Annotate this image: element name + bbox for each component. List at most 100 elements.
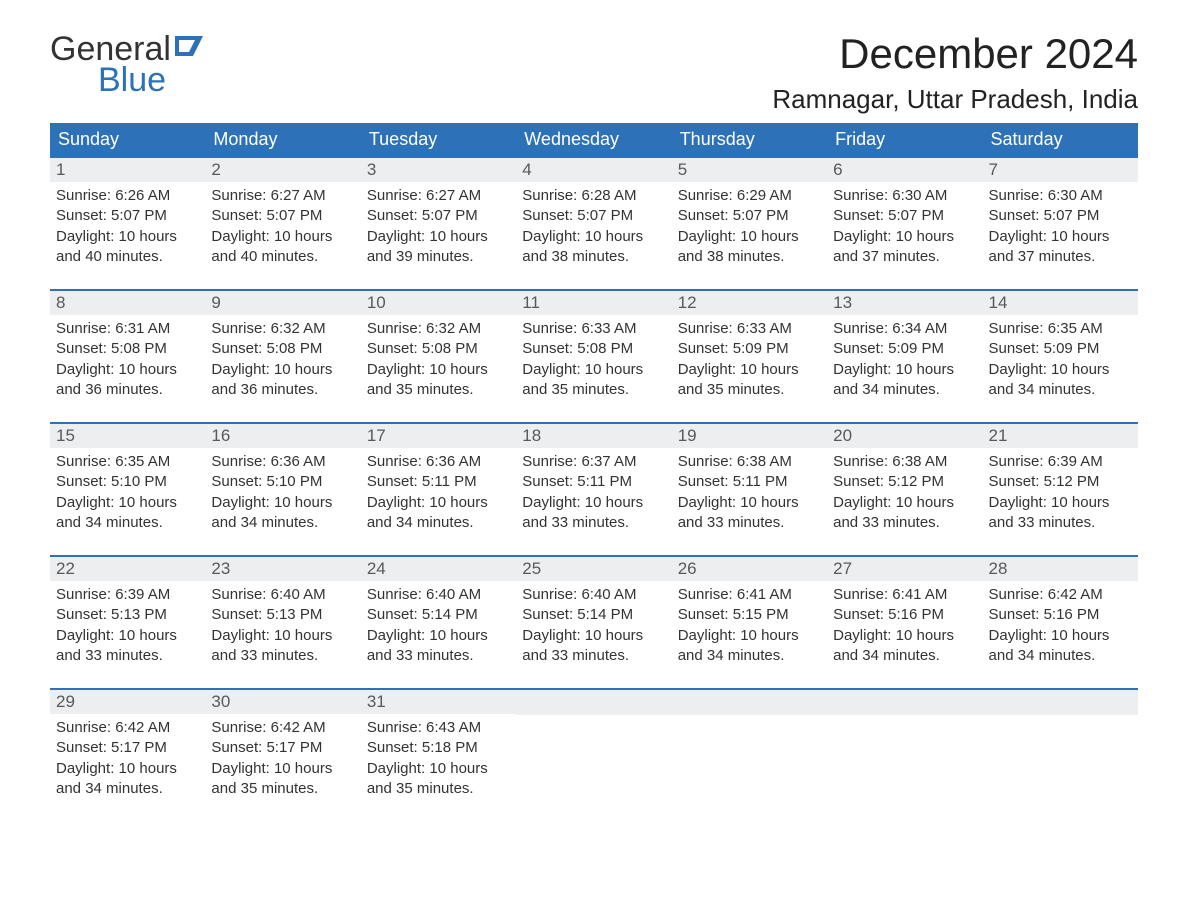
location-title: Ramnagar, Uttar Pradesh, India [772,84,1138,115]
sunset-text: Sunset: 5:16 PM [833,605,976,625]
sunrise-text: Sunrise: 6:36 AM [211,452,354,472]
day-number: 13 [827,291,982,315]
sunset-text: Sunset: 5:07 PM [56,206,199,226]
day-body: Sunrise: 6:32 AMSunset: 5:08 PMDaylight:… [205,315,360,404]
day-number: 21 [983,424,1138,448]
daylight-text: Daylight: 10 hours and 35 minutes. [211,759,354,800]
weekday-header: Thursday [672,123,827,156]
day-number: 19 [672,424,827,448]
day-body: Sunrise: 6:38 AMSunset: 5:11 PMDaylight:… [672,448,827,537]
day-number: 15 [50,424,205,448]
day-body: Sunrise: 6:26 AMSunset: 5:07 PMDaylight:… [50,182,205,271]
sunrise-text: Sunrise: 6:30 AM [989,186,1132,206]
daylight-text: Daylight: 10 hours and 37 minutes. [833,227,976,268]
day-cell [827,690,982,803]
sunrise-text: Sunrise: 6:34 AM [833,319,976,339]
sunset-text: Sunset: 5:11 PM [522,472,665,492]
day-cell: 15Sunrise: 6:35 AMSunset: 5:10 PMDayligh… [50,424,205,537]
day-body: Sunrise: 6:37 AMSunset: 5:11 PMDaylight:… [516,448,671,537]
day-body: Sunrise: 6:42 AMSunset: 5:16 PMDaylight:… [983,581,1138,670]
weekday-header: Friday [827,123,982,156]
calendar: SundayMondayTuesdayWednesdayThursdayFrid… [50,123,1138,803]
week-row: 22Sunrise: 6:39 AMSunset: 5:13 PMDayligh… [50,555,1138,670]
day-cell [983,690,1138,803]
sunset-text: Sunset: 5:13 PM [211,605,354,625]
day-cell: 13Sunrise: 6:34 AMSunset: 5:09 PMDayligh… [827,291,982,404]
day-cell: 19Sunrise: 6:38 AMSunset: 5:11 PMDayligh… [672,424,827,537]
daylight-text: Daylight: 10 hours and 38 minutes. [678,227,821,268]
day-body: Sunrise: 6:31 AMSunset: 5:08 PMDaylight:… [50,315,205,404]
day-number: 23 [205,557,360,581]
sunrise-text: Sunrise: 6:31 AM [56,319,199,339]
page-header: General Blue December 2024 Ramnagar, Utt… [50,30,1138,115]
day-cell: 14Sunrise: 6:35 AMSunset: 5:09 PMDayligh… [983,291,1138,404]
day-body: Sunrise: 6:42 AMSunset: 5:17 PMDaylight:… [205,714,360,803]
daylight-text: Daylight: 10 hours and 38 minutes. [522,227,665,268]
sunrise-text: Sunrise: 6:36 AM [367,452,510,472]
sunrise-text: Sunrise: 6:28 AM [522,186,665,206]
day-body: Sunrise: 6:34 AMSunset: 5:09 PMDaylight:… [827,315,982,404]
day-cell: 18Sunrise: 6:37 AMSunset: 5:11 PMDayligh… [516,424,671,537]
sunrise-text: Sunrise: 6:26 AM [56,186,199,206]
sunset-text: Sunset: 5:09 PM [678,339,821,359]
sunrise-text: Sunrise: 6:27 AM [211,186,354,206]
day-number: 10 [361,291,516,315]
day-number: 28 [983,557,1138,581]
day-cell: 1Sunrise: 6:26 AMSunset: 5:07 PMDaylight… [50,158,205,271]
day-number [672,690,827,715]
day-number: 12 [672,291,827,315]
sunrise-text: Sunrise: 6:40 AM [522,585,665,605]
day-body: Sunrise: 6:41 AMSunset: 5:16 PMDaylight:… [827,581,982,670]
sunset-text: Sunset: 5:08 PM [367,339,510,359]
day-cell: 16Sunrise: 6:36 AMSunset: 5:10 PMDayligh… [205,424,360,537]
daylight-text: Daylight: 10 hours and 33 minutes. [522,626,665,667]
weekday-header: Tuesday [361,123,516,156]
sunset-text: Sunset: 5:10 PM [211,472,354,492]
day-body: Sunrise: 6:36 AMSunset: 5:10 PMDaylight:… [205,448,360,537]
daylight-text: Daylight: 10 hours and 34 minutes. [56,759,199,800]
sunset-text: Sunset: 5:12 PM [989,472,1132,492]
day-number: 20 [827,424,982,448]
sunset-text: Sunset: 5:07 PM [989,206,1132,226]
day-body: Sunrise: 6:32 AMSunset: 5:08 PMDaylight:… [361,315,516,404]
sunset-text: Sunset: 5:10 PM [56,472,199,492]
day-number [827,690,982,715]
day-cell: 20Sunrise: 6:38 AMSunset: 5:12 PMDayligh… [827,424,982,537]
logo-text-blue: Blue [98,61,166,100]
daylight-text: Daylight: 10 hours and 37 minutes. [989,227,1132,268]
sunrise-text: Sunrise: 6:38 AM [678,452,821,472]
day-cell: 9Sunrise: 6:32 AMSunset: 5:08 PMDaylight… [205,291,360,404]
day-cell: 24Sunrise: 6:40 AMSunset: 5:14 PMDayligh… [361,557,516,670]
sunset-text: Sunset: 5:07 PM [833,206,976,226]
weekday-header: Saturday [983,123,1138,156]
day-number [516,690,671,715]
day-body: Sunrise: 6:27 AMSunset: 5:07 PMDaylight:… [205,182,360,271]
day-body: Sunrise: 6:40 AMSunset: 5:13 PMDaylight:… [205,581,360,670]
daylight-text: Daylight: 10 hours and 36 minutes. [56,360,199,401]
day-cell: 11Sunrise: 6:33 AMSunset: 5:08 PMDayligh… [516,291,671,404]
daylight-text: Daylight: 10 hours and 34 minutes. [367,493,510,534]
sunrise-text: Sunrise: 6:40 AM [367,585,510,605]
sunset-text: Sunset: 5:11 PM [678,472,821,492]
day-cell: 31Sunrise: 6:43 AMSunset: 5:18 PMDayligh… [361,690,516,803]
day-number: 3 [361,158,516,182]
week-row: 1Sunrise: 6:26 AMSunset: 5:07 PMDaylight… [50,156,1138,271]
sunset-text: Sunset: 5:15 PM [678,605,821,625]
day-cell: 23Sunrise: 6:40 AMSunset: 5:13 PMDayligh… [205,557,360,670]
day-number: 5 [672,158,827,182]
day-number: 9 [205,291,360,315]
daylight-text: Daylight: 10 hours and 34 minutes. [678,626,821,667]
sunset-text: Sunset: 5:11 PM [367,472,510,492]
day-number: 14 [983,291,1138,315]
day-cell: 4Sunrise: 6:28 AMSunset: 5:07 PMDaylight… [516,158,671,271]
day-number: 2 [205,158,360,182]
daylight-text: Daylight: 10 hours and 34 minutes. [56,493,199,534]
day-number: 24 [361,557,516,581]
day-number: 31 [361,690,516,714]
sunset-text: Sunset: 5:14 PM [367,605,510,625]
daylight-text: Daylight: 10 hours and 35 minutes. [367,360,510,401]
daylight-text: Daylight: 10 hours and 35 minutes. [678,360,821,401]
day-cell: 3Sunrise: 6:27 AMSunset: 5:07 PMDaylight… [361,158,516,271]
day-number: 8 [50,291,205,315]
day-number: 4 [516,158,671,182]
